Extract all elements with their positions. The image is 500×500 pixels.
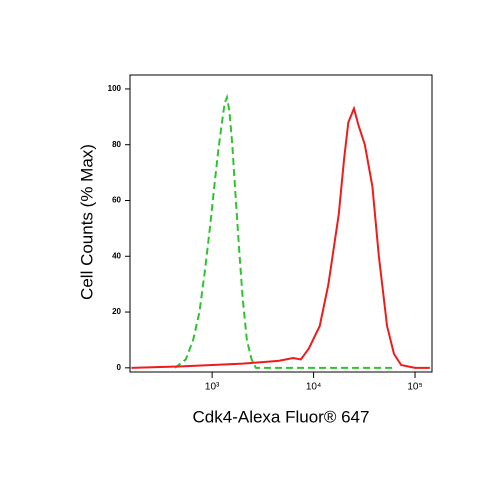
series-line <box>174 93 393 369</box>
y-axis-label: Cell Counts (% Max) <box>77 144 96 300</box>
x-axis-label: Cdk4-Alexa Fluor® 647 <box>193 407 370 426</box>
plot-frame <box>129 74 433 373</box>
y-tick-label: 100 <box>108 84 122 93</box>
series-line <box>131 105 430 369</box>
x-tick-label: 10³ <box>205 382 220 393</box>
y-tick-label: 0 <box>117 363 122 372</box>
y-tick-label: 20 <box>112 307 121 316</box>
y-tick-label: 40 <box>112 251 121 260</box>
x-tick-label: 10⁴ <box>306 382 321 393</box>
y-tick-label: 60 <box>112 196 121 205</box>
x-tick-label: 10⁵ <box>407 382 422 393</box>
y-tick-label: 80 <box>112 140 121 149</box>
